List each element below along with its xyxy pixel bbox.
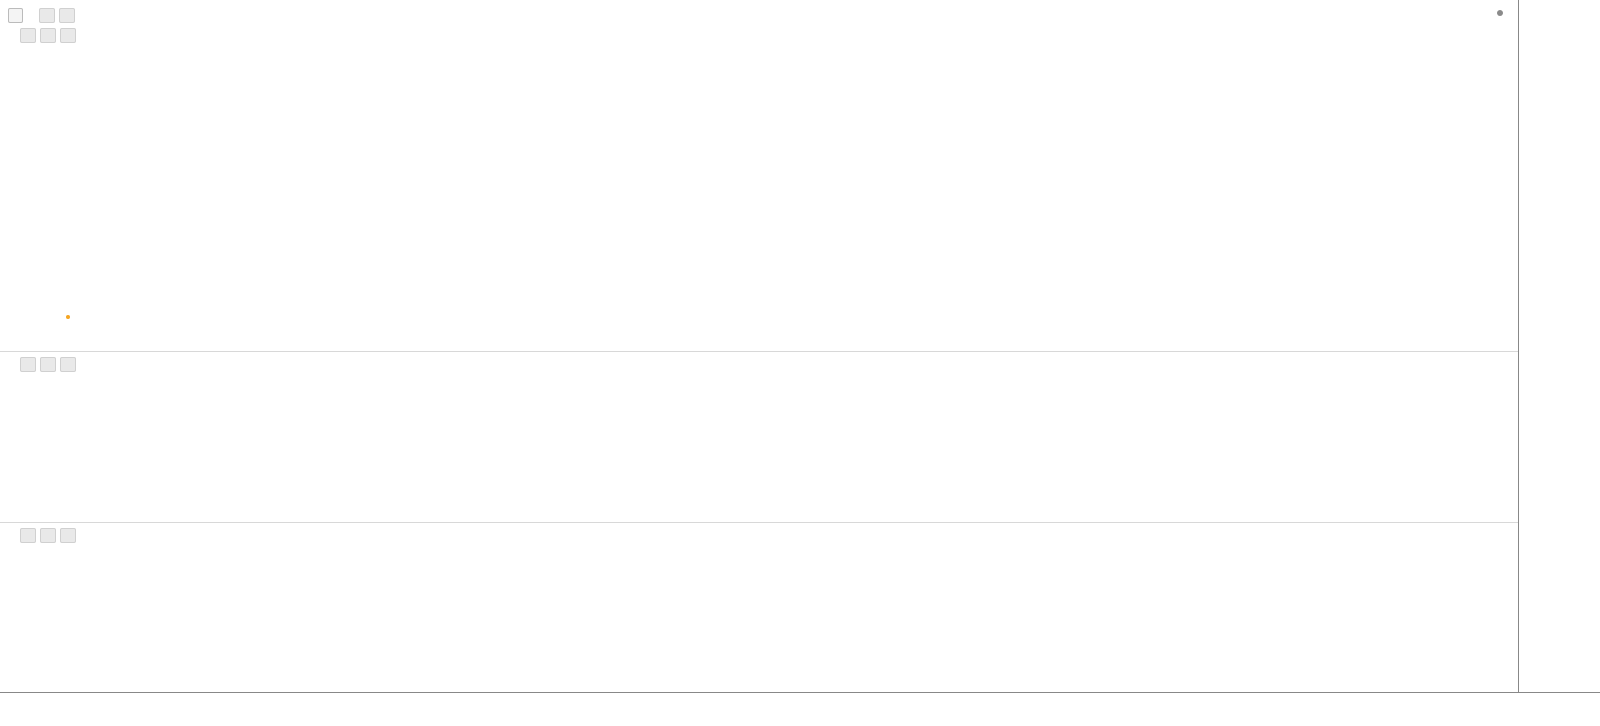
gear-icon[interactable] [40, 528, 56, 543]
settings-icon[interactable] [59, 8, 75, 23]
macd-row [8, 528, 88, 543]
gear-icon[interactable] [40, 357, 56, 372]
close-icon[interactable] [60, 357, 76, 372]
pane-separator[interactable] [0, 522, 1518, 523]
pane-separator[interactable] [0, 351, 1518, 352]
visibility-icon[interactable] [20, 357, 36, 372]
close-icon[interactable] [60, 528, 76, 543]
close-icon[interactable] [60, 28, 76, 43]
gear-icon[interactable] [40, 28, 56, 43]
market-status [1497, 10, 1508, 16]
time-axis-line [0, 692, 1600, 693]
ichimoku-row [8, 28, 88, 43]
price-axis-line [1518, 0, 1519, 692]
visibility-icon[interactable] [20, 28, 36, 43]
price-axis[interactable] [1518, 0, 1600, 692]
symbol-header [8, 8, 89, 23]
collapse-icon[interactable] [8, 8, 23, 23]
status-dot-icon [1497, 10, 1503, 16]
snapshot-icon[interactable] [39, 8, 55, 23]
logo-orange-dot-icon [66, 315, 70, 319]
stoch-row [8, 357, 88, 372]
visibility-icon[interactable] [20, 528, 36, 543]
